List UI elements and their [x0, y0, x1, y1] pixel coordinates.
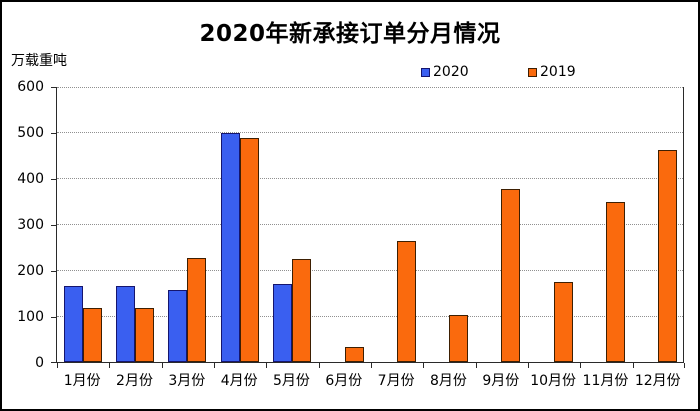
x-tick-3	[214, 363, 215, 368]
x-tick-2	[161, 363, 163, 368]
legend-label-2020: 2020	[433, 64, 469, 80]
gridline-500	[57, 132, 683, 133]
x-tick-4	[266, 363, 268, 368]
y-tick-label-500: 500	[17, 125, 44, 141]
bar-group-8月份	[422, 87, 474, 362]
x-axis-label-7月份: 7月份	[377, 373, 415, 389]
x-axis-label-5月份: 5月份	[273, 373, 310, 389]
y-tick-label-200: 200	[17, 263, 44, 279]
y-axis-labels: 0 100 200 300 400 500 600	[2, 79, 48, 371]
chart-title: 2020年新承接订单分月情况	[199, 21, 501, 47]
bar-2019-2月份	[135, 308, 155, 362]
x-tick-0	[57, 363, 58, 368]
legend-item-2019: 2019	[528, 64, 576, 80]
x-tick-7	[423, 363, 425, 368]
y-tick-label-600: 600	[17, 79, 44, 95]
x-tick-1	[109, 363, 111, 368]
gridline-200	[57, 270, 683, 271]
legend-swatch-2019	[528, 67, 537, 77]
gridline-100	[57, 316, 683, 317]
bar-group-1月份	[57, 87, 109, 362]
y-tick-500	[51, 133, 56, 134]
bar-2019-5月份	[291, 259, 311, 362]
x-tick-6	[371, 363, 372, 368]
x-axis-label-9月份: 9月份	[482, 373, 520, 389]
gridline-400	[57, 178, 683, 179]
bar-group-7月份	[370, 87, 422, 362]
x-axis-label-10月份: 10月份	[530, 373, 577, 389]
bar-group-4月份	[213, 87, 265, 362]
bar-group-3月份	[161, 87, 213, 362]
plot-area	[51, 87, 685, 368]
bar-2019-11月份	[605, 202, 625, 362]
x-axis-label-6月份: 6月份	[325, 373, 363, 389]
legend-label-2019: 2019	[540, 64, 576, 80]
gridline-300	[57, 224, 683, 225]
x-axis-label-8月份: 8月份	[430, 373, 467, 389]
y-tick-0	[51, 362, 56, 363]
y-tick-label-300: 300	[17, 217, 44, 233]
bar-2019-7月份	[397, 241, 417, 362]
bar-group-11月份	[579, 87, 631, 362]
bar-2019-12月份	[657, 150, 677, 362]
bar-2019-6月份	[344, 347, 364, 362]
x-axis-label-2月份: 2月份	[116, 373, 153, 389]
x-tick-9	[528, 363, 529, 368]
bar-2020-1月份	[64, 286, 84, 362]
bar-2019-3月份	[187, 258, 207, 362]
bar-2020-2月份	[116, 286, 136, 362]
bar-2020-5月份	[272, 284, 292, 362]
x-axis-label-1月份: 1月份	[63, 373, 101, 389]
y-tick-label-400: 400	[17, 171, 44, 187]
bar-2019-1月份	[83, 308, 103, 362]
bar-2019-9月份	[501, 189, 521, 362]
bar-group-5月份	[266, 87, 318, 362]
legend-item-2020: 2020	[421, 64, 469, 80]
x-tick-5	[318, 363, 320, 368]
x-axis-labels: 1月份 2月份 3月份 4月份 5月份 6月份 7月份 8月份 9月份 10月份 11月份 12月份	[56, 370, 684, 390]
bar-2019-4月份	[239, 138, 259, 362]
x-axis-label-11月份: 11月份	[582, 373, 629, 389]
x-tick-11	[632, 363, 634, 368]
x-tick-8	[475, 363, 477, 368]
gridline-600	[57, 87, 683, 88]
bar-group-10月份	[526, 87, 578, 362]
y-tick-label-0: 0	[35, 355, 44, 371]
x-axis-label-12月份: 12月份	[634, 373, 681, 389]
bar-2019-8月份	[449, 315, 469, 362]
x-tick-12	[684, 363, 685, 368]
y-tick-200	[51, 271, 56, 272]
x-axis-label-4月份: 4月份	[220, 373, 258, 389]
y-axis-unit-label: 万载重吨	[11, 53, 67, 69]
x-axis-label-3月份: 3月份	[168, 373, 206, 389]
legend-swatch-2020	[421, 67, 430, 77]
y-tick-label-100: 100	[17, 309, 44, 325]
y-tick-100	[51, 317, 56, 318]
bar-group-9月份	[474, 87, 526, 362]
bar-2020-4月份	[220, 133, 240, 362]
y-tick-300	[51, 225, 56, 226]
y-tick-400	[51, 179, 56, 180]
bar-group-6月份	[318, 87, 370, 362]
y-tick-600	[51, 87, 56, 88]
x-tick-10	[580, 363, 582, 368]
bar-group-12月份	[631, 87, 683, 362]
bar-2020-3月份	[168, 290, 188, 362]
bar-2019-10月份	[553, 282, 573, 362]
bar-group-2月份	[109, 87, 161, 362]
